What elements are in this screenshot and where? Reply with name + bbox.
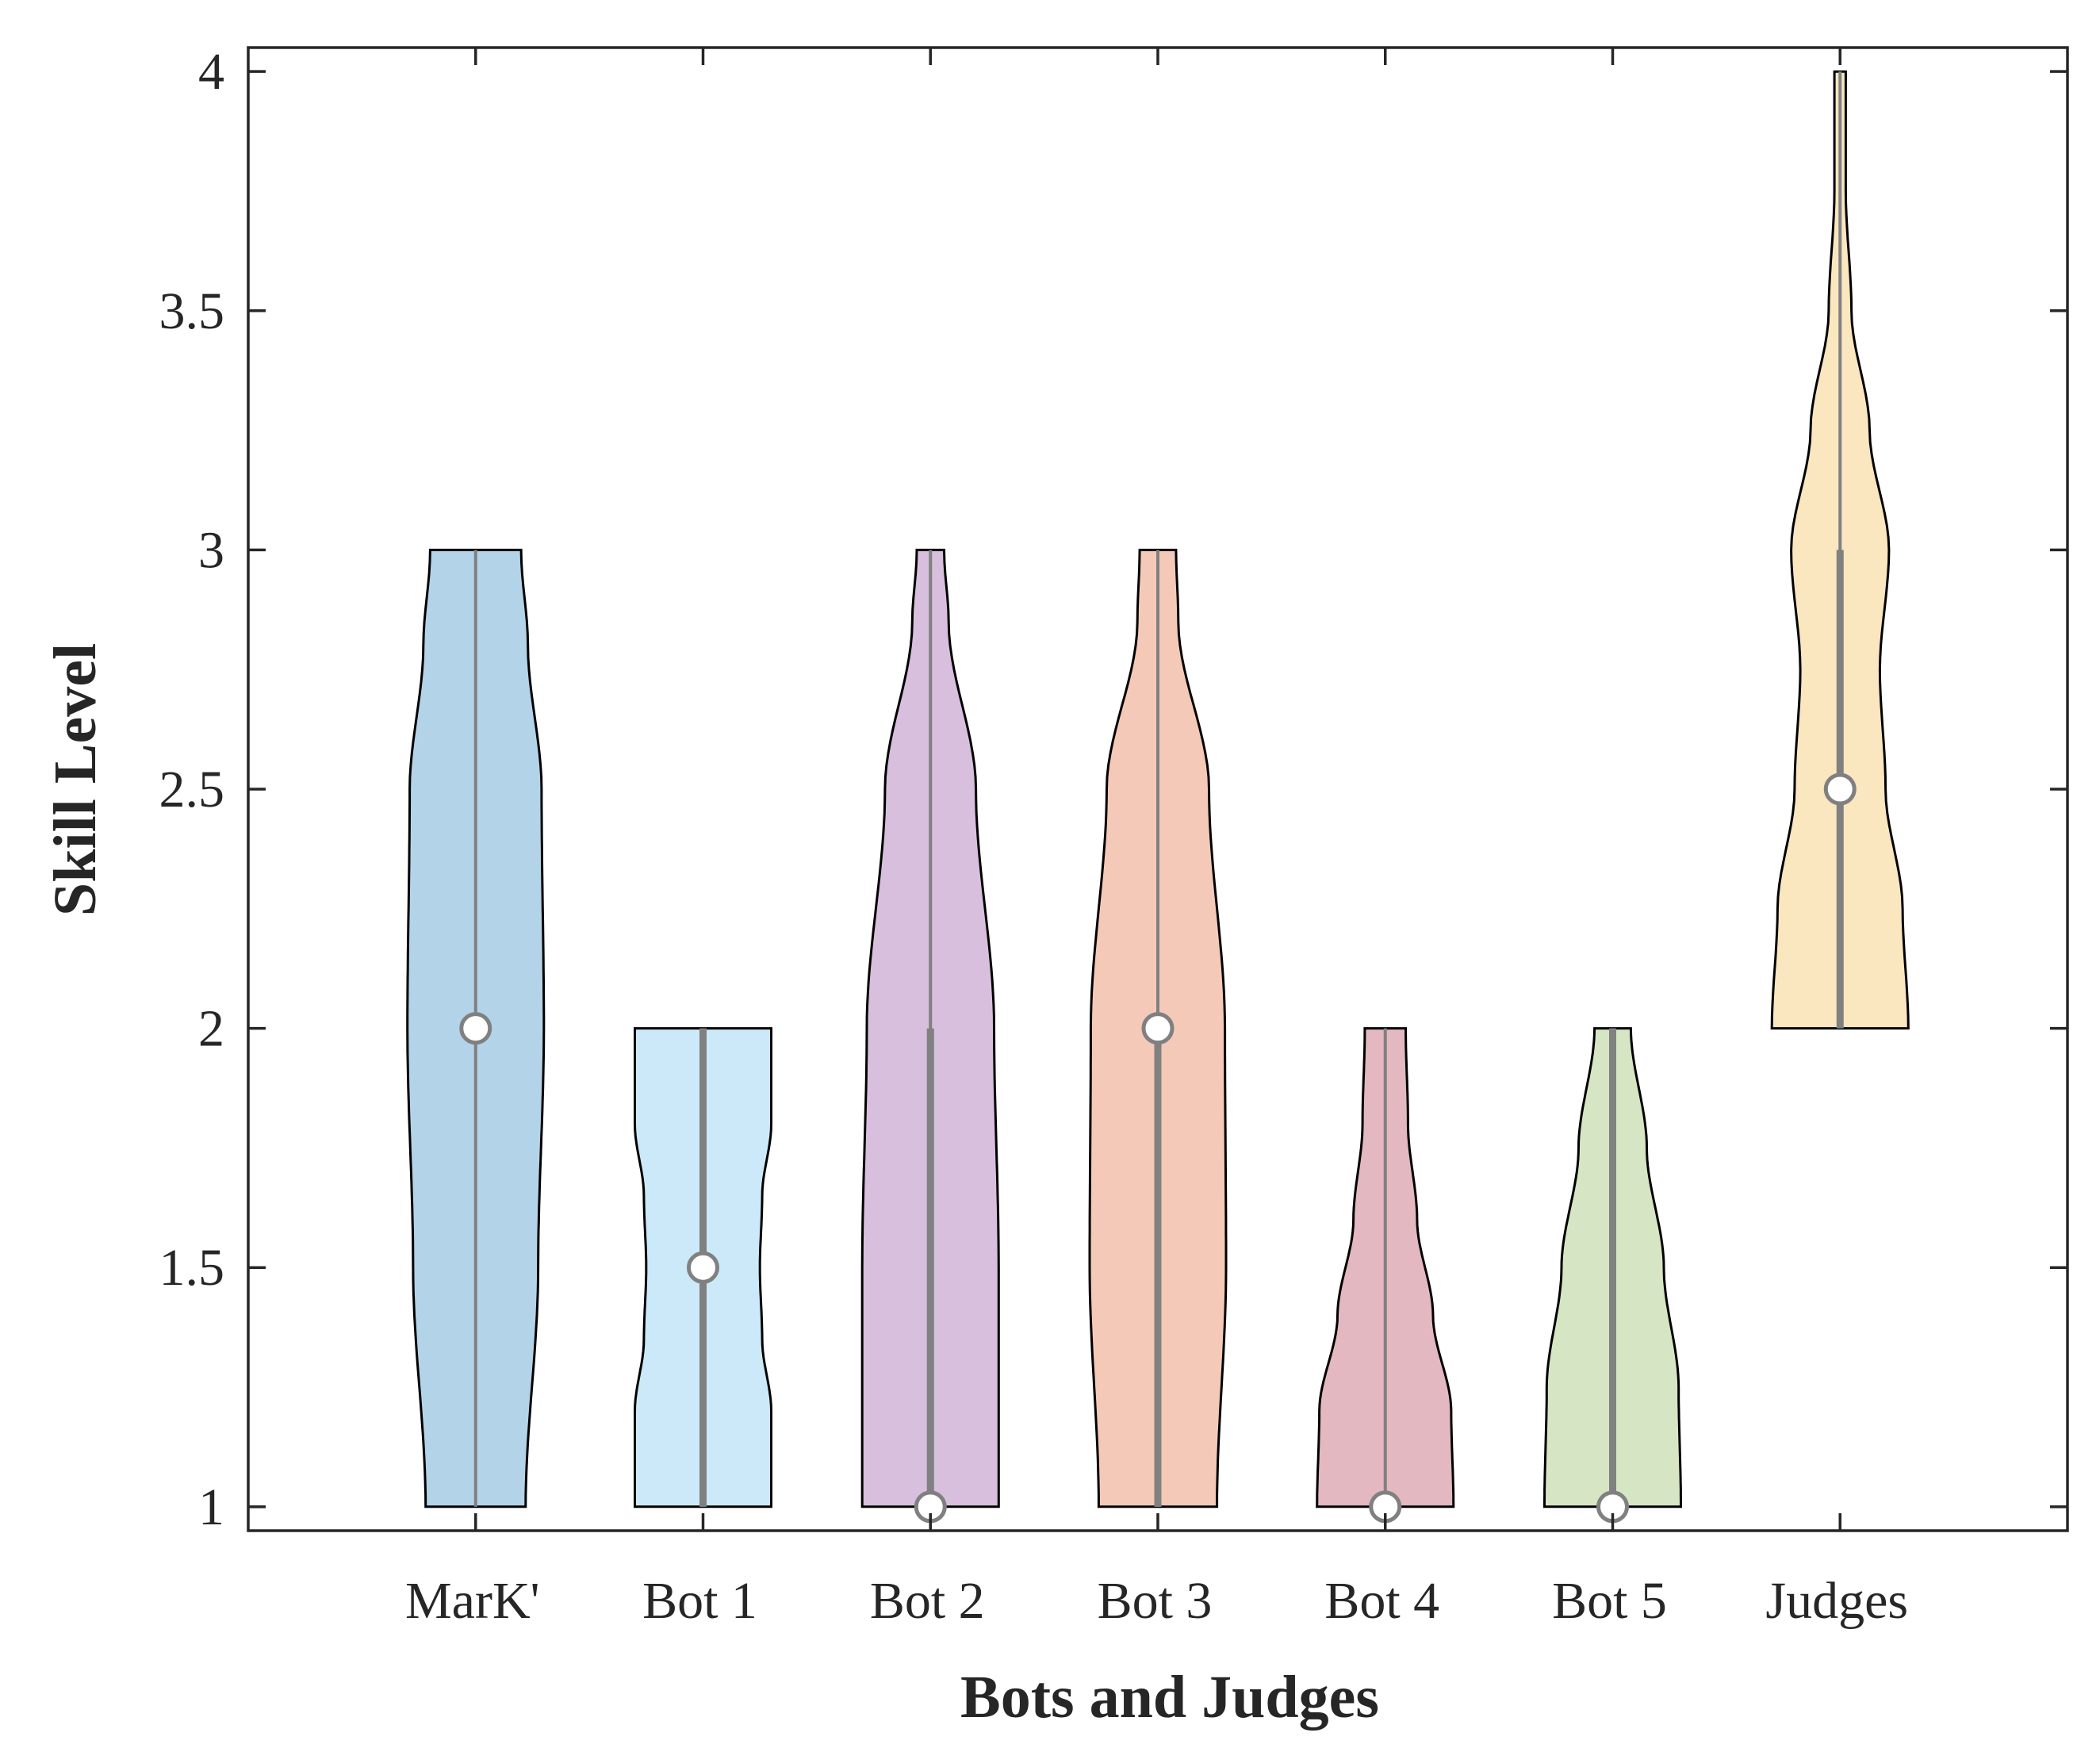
medians-layer xyxy=(459,772,1857,1524)
x-tick-label: MarK' xyxy=(405,1572,540,1630)
y-tick-label: 3.5 xyxy=(159,282,225,340)
median-mark xyxy=(459,1012,492,1045)
x-tick-label: Bot 5 xyxy=(1552,1572,1667,1630)
x-tick-label: Judges xyxy=(1765,1572,1908,1630)
x-tick-label: Bot 2 xyxy=(870,1572,985,1630)
y-axis-title: Skill Level xyxy=(42,643,109,916)
y-tick-label: 4 xyxy=(198,43,224,101)
x-axis-title: Bots and Judges xyxy=(960,1664,1379,1731)
y-tick-label: 3 xyxy=(198,521,224,579)
x-tick-label: Bot 4 xyxy=(1324,1572,1439,1630)
y-tick-label: 1 xyxy=(198,1478,224,1536)
median-bot-1 xyxy=(687,1251,719,1284)
y-tick-label: 2 xyxy=(198,1000,224,1058)
x-axis-ticks: MarK' Bot 1 Bot 2 Bot 3 Bot 4 Bot 5 Judges xyxy=(405,48,1908,1630)
y-tick-label: 2.5 xyxy=(159,761,225,818)
x-tick-label: Bot 1 xyxy=(642,1572,757,1630)
x-tick-label: Bot 3 xyxy=(1098,1572,1213,1630)
y-axis-ticks: 1 1.5 2 2.5 3 3.5 4 xyxy=(159,43,2067,1536)
median-judges xyxy=(1823,772,1857,806)
median-bot-3 xyxy=(1141,1012,1175,1045)
y-tick-label: 1.5 xyxy=(159,1239,225,1297)
